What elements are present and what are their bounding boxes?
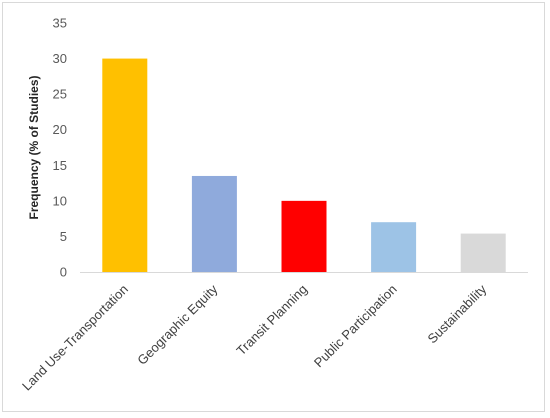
chart-frame	[2, 2, 545, 412]
x-category-label: Geographic Equity	[134, 281, 221, 368]
y-tick-label: 15	[53, 158, 67, 173]
y-tick-label: 25	[53, 87, 67, 102]
bar	[460, 233, 506, 272]
y-tick-label: 30	[53, 51, 67, 66]
x-axis-category-labels: Land Use-Transportation Geographic Equity…	[19, 281, 490, 393]
y-tick-label: 20	[53, 122, 67, 137]
bar	[191, 175, 237, 272]
y-tick-label: 0	[60, 265, 67, 280]
x-category-label: Land Use-Transportation	[19, 282, 131, 394]
y-axis-title-group: Frequency (% of Studies)	[27, 75, 41, 219]
bar	[371, 222, 417, 272]
bar	[102, 58, 148, 273]
x-category-label: Transit Planning	[233, 282, 310, 359]
y-tick-label: 35	[53, 16, 67, 31]
y-tick-label: 10	[53, 193, 67, 208]
y-axis-ticks: 0 5 10 15 20 25 30 35	[53, 16, 67, 280]
y-tick-label: 5	[60, 229, 67, 244]
x-category-label: Public Participation	[311, 282, 400, 371]
bars	[102, 58, 506, 273]
x-category-label: Sustainability	[425, 281, 490, 346]
bar	[281, 200, 327, 272]
y-axis-title: Frequency (% of Studies)	[27, 75, 41, 219]
